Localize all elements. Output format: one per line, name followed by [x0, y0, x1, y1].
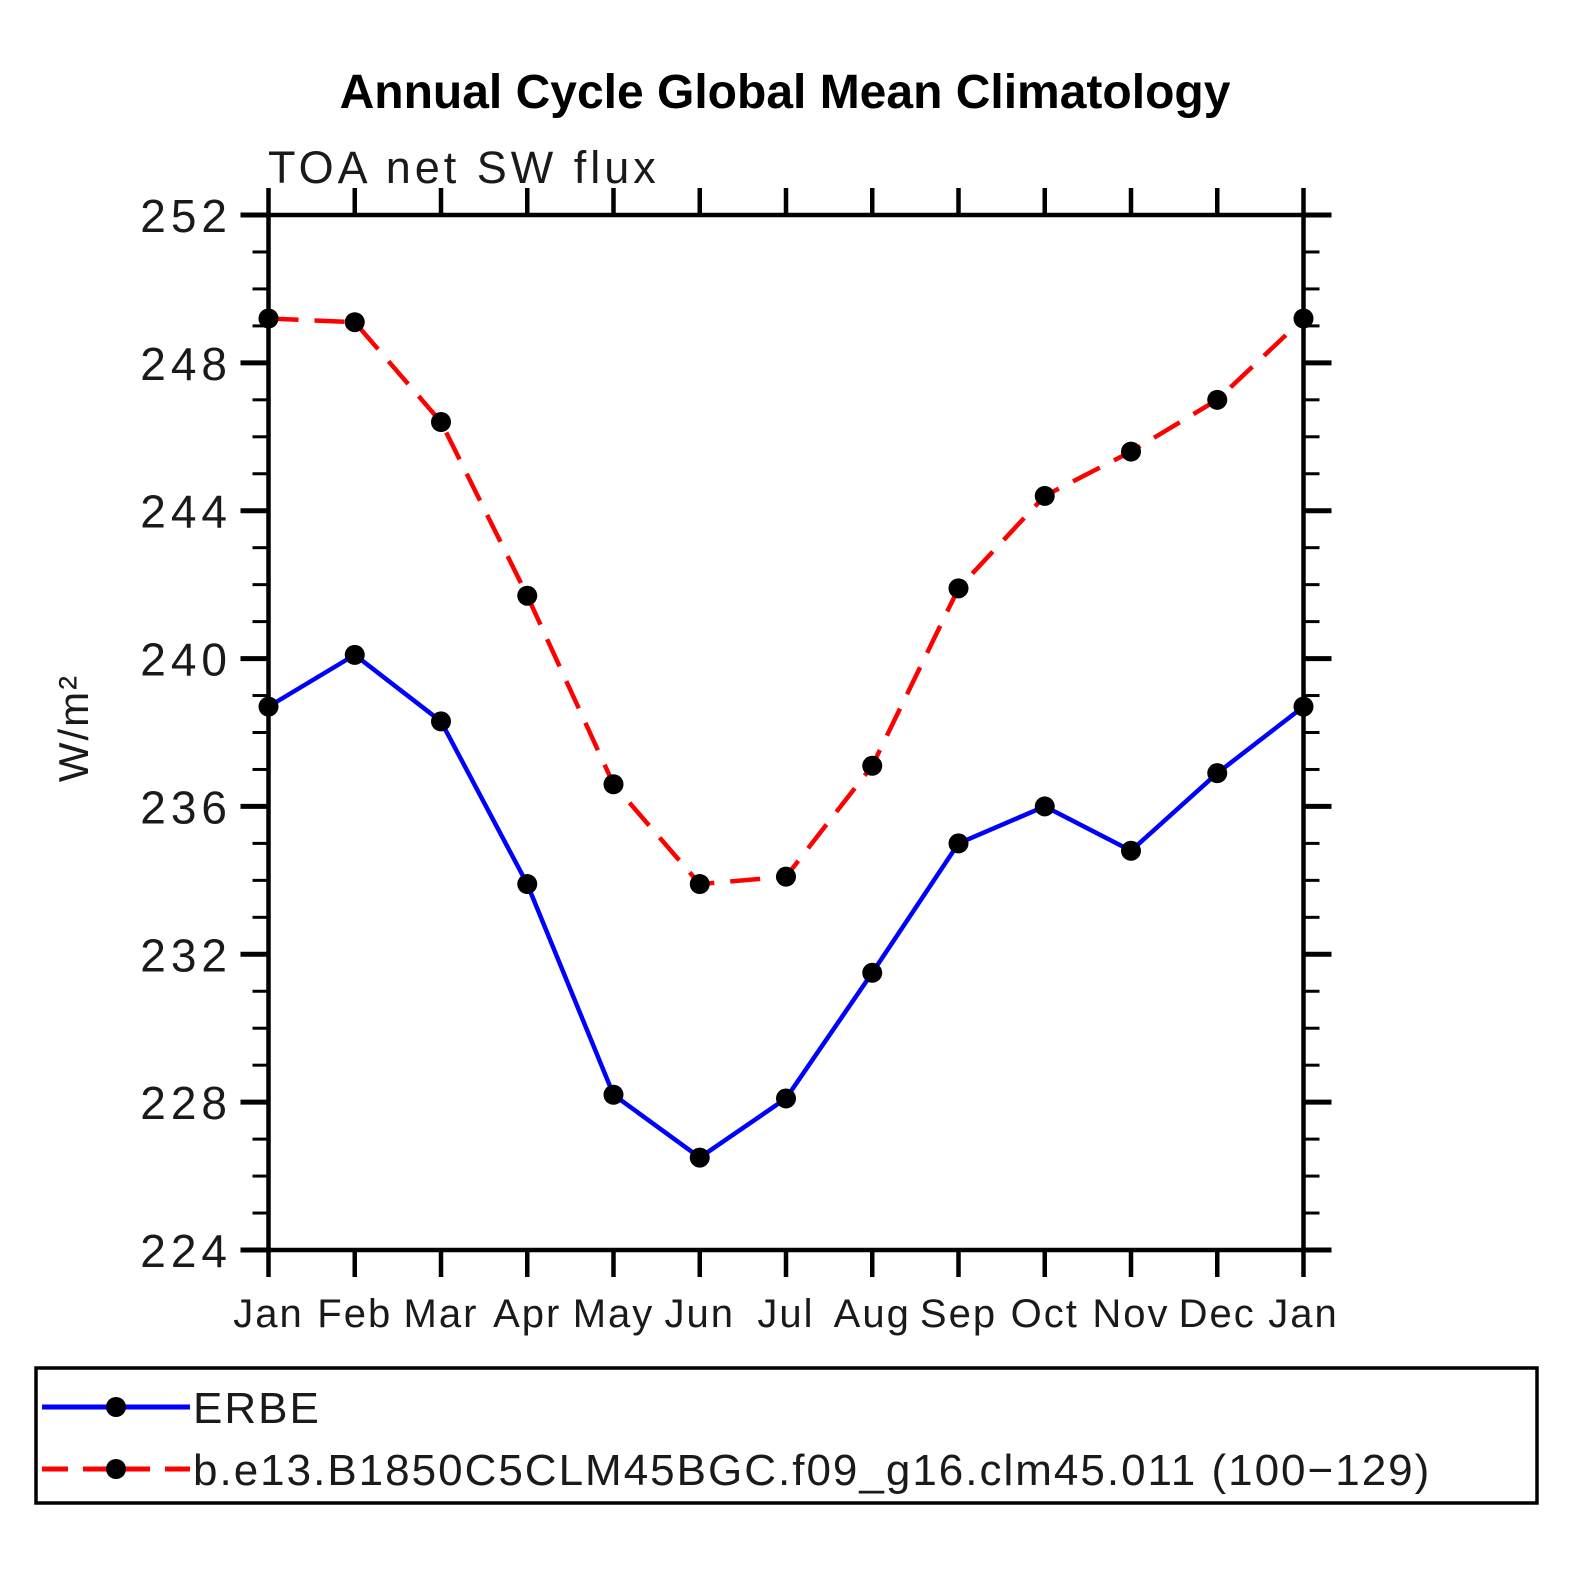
x-tick-label: Oct — [1011, 1292, 1079, 1336]
data-point-erbe — [603, 1084, 624, 1105]
data-point-erbe — [862, 962, 883, 983]
data-point-model — [1034, 485, 1055, 506]
legend-marker-model-icon — [106, 1459, 126, 1479]
x-tick-label: Dec — [1179, 1292, 1256, 1336]
chart-subtitle: TOA net SW flux — [268, 142, 660, 193]
y-tick-label: 224 — [140, 1225, 232, 1277]
x-tick-label: Feb — [317, 1292, 392, 1336]
data-point-model — [603, 774, 624, 795]
legend-label-model: b.e13.B1850C5CLM45BGC.f09_g16.clm45.011 … — [193, 1446, 1431, 1495]
data-point-erbe — [776, 1088, 796, 1109]
chart-title: Annual Cycle Global Mean Climatology — [340, 66, 1231, 119]
data-point-erbe — [948, 833, 969, 854]
series-line-model — [268, 316, 1306, 887]
plot-area: Jan Feb Mar Apr May Jun Jul Aug Sep Oct Nov Dec Jan2… — [140, 188, 1339, 1336]
x-tick-label: Aug — [834, 1292, 911, 1336]
y-tick-label: 240 — [140, 634, 232, 686]
legend-label-erbe: ERBE — [193, 1384, 321, 1433]
legend-box — [34, 1366, 1539, 1505]
data-point-model — [517, 585, 538, 606]
y-tick-label: 228 — [140, 1077, 232, 1129]
data-point-model — [258, 308, 279, 329]
y-tick-label: 248 — [140, 338, 232, 390]
y-axis-label: W/m² — [50, 674, 97, 782]
data-point-model — [862, 755, 883, 776]
x-tick-label: Nov — [1092, 1292, 1169, 1336]
data-point-model — [1293, 308, 1314, 329]
data-point-erbe — [344, 644, 365, 665]
legend: ERBE b.e13.B1850C5CLM45BGC.f09_g16.clm45… — [34, 1366, 1539, 1505]
data-point-model — [689, 874, 710, 895]
x-tick-label: Jan — [233, 1292, 304, 1336]
data-point-model — [344, 312, 365, 333]
x-tick-label: Apr — [493, 1292, 561, 1336]
y-tick-label: 232 — [140, 929, 232, 981]
x-tick-label: Jul — [757, 1292, 814, 1336]
series-line-erbe — [267, 652, 1305, 1160]
data-point-erbe — [431, 711, 451, 732]
y-tick-label: 252 — [140, 190, 232, 242]
data-point-model — [948, 578, 969, 599]
data-point-model — [431, 412, 451, 432]
y-tick-label: 236 — [140, 781, 232, 833]
data-point-model — [1207, 389, 1228, 410]
data-point-model — [776, 866, 796, 887]
data-point-erbe — [1121, 840, 1141, 861]
data-point-erbe — [258, 696, 279, 717]
x-tick-label: Mar — [404, 1292, 479, 1336]
legend-marker-erbe-icon — [106, 1397, 126, 1417]
y-tick-label: 244 — [140, 486, 232, 538]
x-tick-label: Jun — [665, 1292, 736, 1336]
x-tick-label: May — [573, 1292, 655, 1336]
data-point-erbe — [517, 874, 538, 895]
data-point-erbe — [1293, 696, 1314, 717]
data-point-erbe — [689, 1147, 710, 1168]
x-tick-label: Jan — [1268, 1292, 1339, 1336]
x-tick-label: Sep — [920, 1292, 997, 1336]
data-point-model — [1121, 441, 1141, 462]
data-point-erbe — [1207, 763, 1228, 784]
data-point-erbe — [1034, 796, 1055, 817]
